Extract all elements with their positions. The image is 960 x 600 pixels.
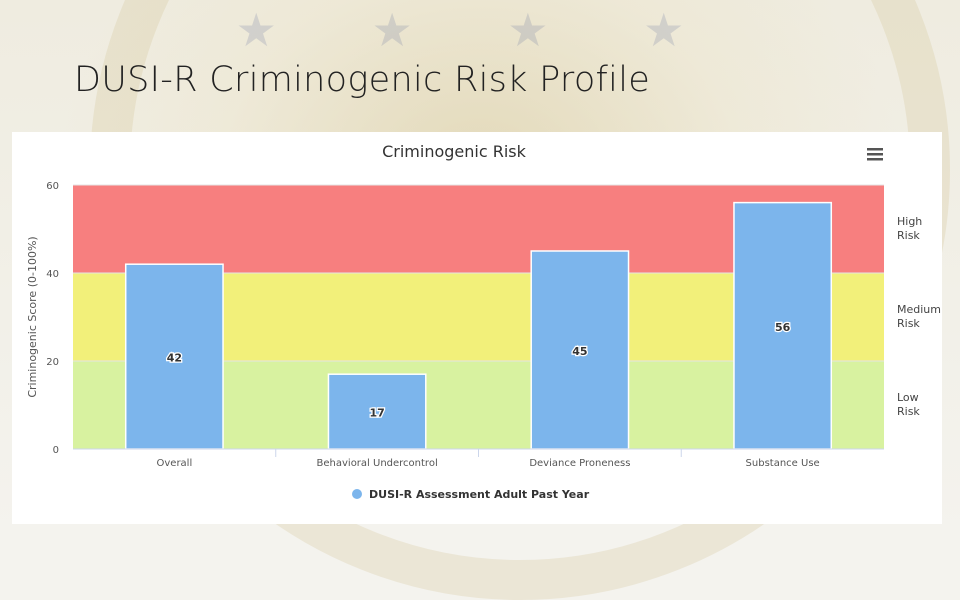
data-label: 45: [572, 345, 587, 358]
x-tick-label: Deviance Proneness: [529, 458, 630, 469]
chart-panel: Criminogenic Risk 42 17 45 56 Overall Behavi…: [12, 132, 942, 524]
data-label: 56: [775, 321, 791, 334]
bar-series: 42 17 45 56: [124, 201, 833, 450]
chart-legend[interactable]: DUSI-R Assessment Adult Past Year: [352, 488, 590, 501]
y-tick-label: 60: [46, 181, 59, 192]
bar[interactable]: [327, 373, 427, 450]
risk-band-label: Risk: [897, 229, 920, 242]
data-label: 17: [369, 407, 384, 420]
data-label: 42: [167, 352, 182, 365]
legend-marker[interactable]: [352, 489, 362, 499]
risk-band-label: Risk: [897, 405, 920, 418]
bar[interactable]: [530, 250, 630, 450]
risk-band-label: Medium: [897, 303, 941, 316]
background-seal-stars: ★ ★ ★ ★: [235, 3, 725, 57]
x-tick-label: Substance Use: [746, 458, 820, 469]
y-tick-label: 20: [46, 357, 59, 368]
slide-title: DUSI-R Criminogenic Risk Profile: [74, 60, 651, 100]
criminogenic-risk-chart: Criminogenic Risk 42 17 45 56 Overall Behavi…: [26, 142, 941, 501]
x-tick-label: Overall: [157, 458, 193, 469]
y-tick-label: 0: [53, 445, 59, 456]
y-axis-label: Criminogenic Score (0-100%): [26, 236, 39, 397]
x-axis: Overall Behavioral Undercontrol Deviance P…: [73, 448, 884, 469]
risk-band-label: High: [897, 215, 922, 228]
y-axis: 0 20 40 60: [46, 181, 59, 456]
chart-title: Criminogenic Risk: [382, 142, 527, 161]
risk-band-label: Risk: [897, 317, 920, 330]
chart-menu-icon[interactable]: [867, 148, 883, 161]
y-tick-label: 40: [46, 269, 59, 280]
bar[interactable]: [733, 201, 833, 450]
legend-label[interactable]: DUSI-R Assessment Adult Past Year: [369, 488, 590, 501]
bar[interactable]: [124, 263, 224, 450]
risk-band-label: Low: [897, 391, 919, 404]
x-tick-label: Behavioral Undercontrol: [317, 458, 438, 469]
